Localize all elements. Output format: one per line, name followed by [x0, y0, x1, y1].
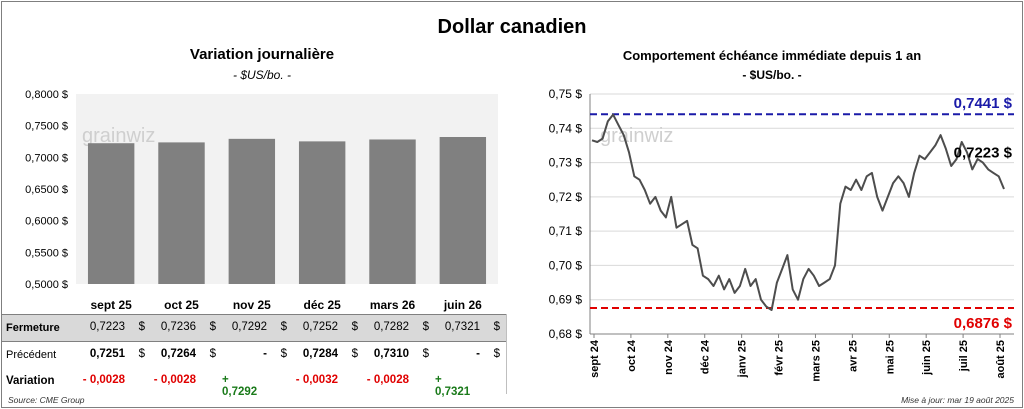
x-tick-label: avr 25 — [847, 340, 859, 372]
dollar-sign: $ — [351, 348, 358, 360]
x-tick-label: août 25 — [995, 340, 1007, 379]
dollar-sign: $ — [138, 348, 145, 360]
table-cell-value: - — [263, 348, 267, 360]
reference-line-label: 0,6876 $ — [954, 315, 1013, 332]
dollar-sign: $ — [422, 321, 429, 333]
variation-value: - 0,0028 — [153, 374, 196, 386]
x-tick-label: sept 24 — [589, 339, 601, 378]
variation-value: - 0,0032 — [295, 374, 338, 386]
table-cell-value: 0,7284 — [302, 348, 338, 360]
x-tick-label: déc 24 — [700, 339, 712, 374]
panel-divider — [506, 314, 507, 394]
dollar-sign: $ — [209, 321, 216, 333]
y-tick-label: 0,6000 $ — [25, 216, 68, 228]
source-note: Source: CME Group — [8, 395, 85, 405]
dollar-sign: $ — [138, 321, 145, 333]
table-cell-value: 0,7321 — [444, 321, 480, 333]
table-cell-value: - — [476, 348, 480, 360]
x-tick-label: mai 25 — [884, 340, 896, 374]
y-tick-label: 0,73 $ — [549, 156, 583, 170]
price-table: Fermeture 0,7223 $ 0,7236 $ 0,7292 $ 0,7252… — [2, 314, 506, 398]
y-tick-label: 0,7000 $ — [25, 152, 68, 164]
y-tick-label: 0,69 $ — [549, 293, 583, 307]
plot-area — [76, 94, 498, 284]
bar — [298, 141, 346, 284]
left-chart-subtitle: - $US/bo. - — [232, 68, 292, 82]
variation-value: + 0,7321 — [435, 374, 471, 398]
y-tick-label: 0,5500 $ — [25, 247, 68, 259]
y-tick-label: 0,6500 $ — [25, 184, 68, 196]
x-tick-label: févr 25 — [774, 340, 786, 375]
bar — [228, 138, 276, 284]
y-tick-label: 0,75 $ — [549, 87, 583, 101]
y-tick-label: 0,70 $ — [549, 258, 583, 272]
bar — [369, 139, 416, 284]
dollar-sign: $ — [280, 348, 287, 360]
bar — [439, 137, 487, 284]
y-tick-label: 0,8000 $ — [25, 89, 68, 101]
daily-variation-bar-chart: 0,5000 $ 0,5500 $ 0,6000 $ 0,6500 $ 0,7000 $… — [25, 89, 498, 312]
x-tick-label: janv 25 — [737, 340, 749, 378]
x-category-label: déc 25 — [303, 298, 341, 312]
y-tick-label: 0,72 $ — [549, 190, 583, 204]
table-cell-value: 0,7310 — [373, 348, 409, 360]
row-label-fermeture: Fermeture — [2, 314, 80, 342]
table-cell-value: 0,7236 — [160, 321, 196, 333]
right-chart-subtitle: - $US/bo. - — [742, 68, 802, 82]
price-line — [591, 113, 1005, 311]
x-tick-label: juil 25 — [958, 340, 970, 372]
dollar-sign: $ — [493, 348, 500, 360]
watermark-logo: grainwiz — [82, 125, 155, 147]
variation-value: - 0,0028 — [366, 374, 409, 386]
page-title: Dollar canadien — [437, 16, 587, 38]
dollar-sign: $ — [493, 321, 500, 333]
right-chart-title: Comportement échéance immédiate depuis 1… — [622, 48, 922, 63]
bar — [87, 143, 135, 284]
bar — [158, 142, 205, 284]
y-tick-label: 0,5000 $ — [25, 279, 68, 291]
table-cell-value: 0,7282 — [373, 321, 409, 333]
y-tick-label: 0,7500 $ — [25, 121, 68, 133]
x-category-label: nov 25 — [233, 298, 271, 312]
dollar-sign: $ — [351, 321, 358, 333]
x-tick-label: oct 24 — [626, 339, 638, 372]
x-tick-label: mars 25 — [810, 340, 822, 382]
y-tick-label: 0,68 $ — [549, 327, 583, 341]
dollar-sign: $ — [280, 321, 287, 333]
x-category-label: sept 25 — [90, 298, 132, 312]
x-tick-label: juin 25 — [921, 340, 933, 376]
x-category-label: mars 26 — [370, 298, 416, 312]
x-category-label: oct 25 — [164, 298, 199, 312]
dollar-sign: $ — [209, 348, 216, 360]
row-label-variation: Variation — [6, 375, 55, 387]
left-chart-title: Variation journalière — [189, 46, 335, 63]
plot-area — [590, 94, 1014, 334]
variation-value: - 0,0028 — [82, 374, 125, 386]
table-row-fermeture: Fermeture 0,7223 $ 0,7236 $ 0,7292 $ 0,7252… — [2, 314, 506, 342]
table-row-variation: Variation - 0,0028 - 0,0028 + 0,7292 - 0… — [2, 368, 506, 398]
table-row-precedent: Précédent 0,7251 $ 0,7264 $ - $ 0,7284 $ 0,7… — [2, 342, 506, 369]
table-cell-value: 0,7292 — [231, 321, 267, 333]
table-cell-value: 0,7264 — [160, 348, 196, 360]
dollar-sign: $ — [422, 348, 429, 360]
table-cell-value: 0,7223 — [89, 321, 125, 333]
variation-value: + 0,7292 — [222, 374, 258, 398]
table-cell-value: 0,7251 — [89, 348, 125, 360]
update-note: Mise à jour: mar 19 août 2025 — [901, 395, 1014, 405]
x-category-label: juin 26 — [443, 298, 482, 312]
reference-line-label: 0,7441 $ — [954, 95, 1013, 112]
y-tick-label: 0,71 $ — [549, 224, 583, 238]
y-tick-label: 0,74 $ — [549, 121, 583, 135]
last-value-label: 0,7223 $ — [954, 144, 1013, 161]
x-tick-label: nov 24 — [663, 339, 675, 375]
table-cell-value: 0,7252 — [302, 321, 338, 333]
watermark-logo: grainwiz — [600, 125, 673, 147]
row-label-precedent: Précédent — [6, 349, 57, 361]
